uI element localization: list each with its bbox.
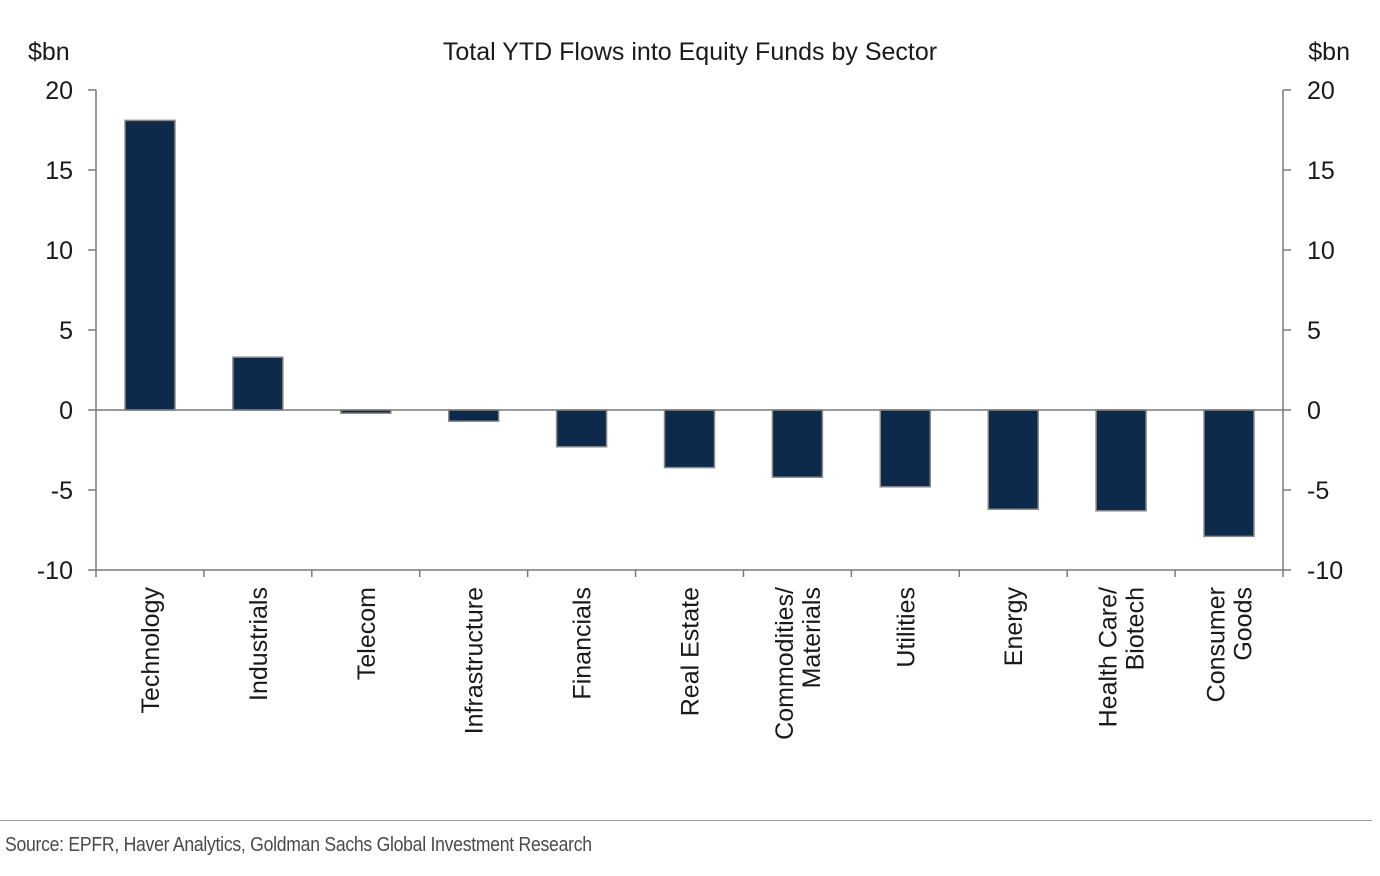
bar-consumer bbox=[1203, 409, 1255, 538]
left-y-tick-label: 5 bbox=[59, 317, 73, 345]
category-label: Telecom bbox=[353, 587, 381, 680]
left-y-tick-label: 0 bbox=[59, 397, 73, 425]
source-note: Source: EPFR, Haver Analytics, Goldman S… bbox=[5, 834, 592, 856]
right-axis-unit: $bn bbox=[1308, 38, 1350, 66]
right-y-tick-label: 5 bbox=[1307, 317, 1321, 345]
bar-chart: Total YTD Flows into Equity Funds by Sec… bbox=[28, 38, 1350, 740]
category-label: Biotech bbox=[1122, 587, 1150, 670]
category-label: Technology bbox=[137, 587, 165, 714]
category-label: Industrials bbox=[245, 587, 273, 701]
right-y-tick-label: 15 bbox=[1307, 157, 1335, 185]
bar-real-estate bbox=[663, 409, 716, 469]
right-y-tick-label: -5 bbox=[1307, 477, 1329, 505]
left-y-tick-label: 20 bbox=[45, 77, 73, 105]
chart-title: Total YTD Flows into Equity Funds by Sec… bbox=[443, 38, 937, 66]
left-y-tick-label: -10 bbox=[37, 557, 73, 585]
left-y-tick-label: -5 bbox=[51, 477, 73, 505]
category-label: Health Care/ bbox=[1095, 587, 1123, 727]
left-y-tick-label: 10 bbox=[45, 237, 73, 265]
bar-commodities bbox=[771, 409, 824, 478]
bar-financials bbox=[555, 409, 608, 448]
bar-technology bbox=[124, 119, 176, 411]
category-label: Energy bbox=[1000, 587, 1028, 667]
bar-energy bbox=[987, 409, 1039, 510]
category-label: Real Estate bbox=[677, 587, 705, 716]
right-y-tick-label: 10 bbox=[1307, 237, 1335, 265]
left-y-tick-label: 15 bbox=[45, 157, 73, 185]
right-y-tick-label: 0 bbox=[1307, 397, 1321, 425]
category-label: Infrastructure bbox=[461, 587, 489, 734]
bar-health-care bbox=[1095, 409, 1147, 512]
category-label: Materials bbox=[798, 587, 826, 688]
category-label: Consumer bbox=[1203, 587, 1231, 702]
footer-divider bbox=[0, 820, 1372, 821]
category-label: Financials bbox=[569, 587, 597, 700]
bar-infrastructure bbox=[447, 409, 500, 422]
category-label: Utilities bbox=[892, 587, 920, 668]
right-y-tick-label: -10 bbox=[1307, 557, 1343, 585]
bar-utilities bbox=[879, 409, 932, 488]
left-axis-unit: $bn bbox=[28, 38, 70, 66]
category-label: Commodities/ bbox=[771, 587, 799, 740]
right-y-tick-label: 20 bbox=[1307, 77, 1335, 105]
category-label: Goods bbox=[1230, 587, 1258, 661]
bar-industrials bbox=[232, 356, 284, 411]
